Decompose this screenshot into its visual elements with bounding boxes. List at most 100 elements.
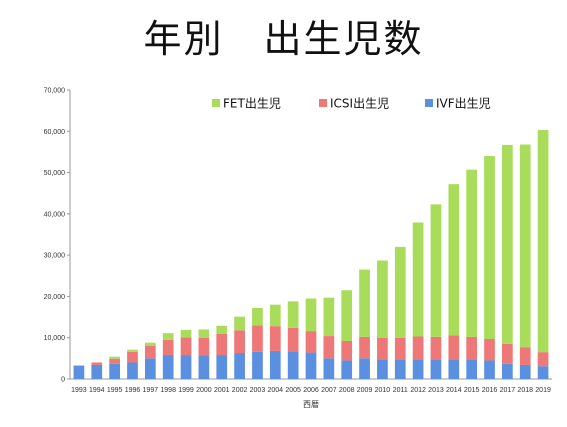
- bar-segment: [287, 301, 299, 328]
- y-tick-label: 30,000: [44, 253, 66, 260]
- x-tick-label: 2016: [482, 387, 498, 394]
- bar-segment: [144, 345, 156, 359]
- x-tick-label: 2012: [410, 387, 426, 394]
- bar-segment: [252, 351, 263, 379]
- bar-segment: [252, 307, 263, 326]
- legend-swatch: [319, 99, 327, 107]
- x-tick-label: 2003: [250, 387, 266, 394]
- bar-segment: [323, 297, 335, 337]
- bar-segment: [359, 336, 370, 359]
- y-tick-label: 60,000: [44, 129, 66, 136]
- bar-segment: [484, 338, 495, 361]
- y-tick-label: 20,000: [44, 294, 66, 301]
- x-tick-label: 2014: [446, 387, 462, 394]
- bar-segment: [412, 336, 424, 360]
- bar-segment: [234, 352, 245, 379]
- bar-segment: [198, 329, 210, 338]
- x-tick-label: 2001: [214, 387, 230, 394]
- bar-segment: [109, 358, 120, 364]
- bar-segment: [394, 360, 406, 379]
- bar-segment: [537, 352, 549, 367]
- x-tick-label: 2004: [268, 387, 284, 394]
- bar-segment: [127, 349, 138, 352]
- bar-segment: [216, 325, 228, 334]
- bar-segment: [466, 169, 478, 337]
- x-tick-label: 1993: [71, 387, 87, 394]
- x-tick-label: 2018: [517, 387, 533, 394]
- legend-label: ICSI出生児: [330, 97, 389, 111]
- bar-segment: [127, 362, 138, 379]
- y-tick-label: 0: [61, 377, 65, 384]
- bar-segment: [269, 350, 281, 379]
- y-tick-label: 40,000: [44, 211, 66, 218]
- y-tick-label: 10,000: [44, 335, 66, 342]
- x-tick-label: 2013: [428, 387, 444, 394]
- bar-segment: [519, 364, 531, 379]
- bar-segment: [341, 360, 353, 379]
- x-tick-label: 2017: [500, 387, 516, 394]
- x-tick-label: 1998: [160, 387, 176, 394]
- bar-segment: [448, 335, 460, 360]
- bar-segment: [537, 130, 549, 353]
- x-axis-label: 西暦: [303, 400, 319, 409]
- bar-segment: [484, 360, 495, 379]
- bar-segment: [305, 331, 317, 353]
- bar-segment: [269, 326, 281, 351]
- bar-segment: [109, 356, 120, 359]
- x-tick-label: 1994: [89, 387, 105, 394]
- bar-segment: [162, 355, 174, 379]
- bar-segment: [73, 365, 85, 379]
- bar-segment: [144, 342, 156, 346]
- bar-segment: [180, 329, 192, 338]
- bar-segment: [466, 336, 478, 360]
- bar-segment: [180, 337, 192, 356]
- x-tick-label: 2000: [196, 387, 212, 394]
- legend-swatch: [212, 99, 220, 107]
- bar-segment: [323, 358, 335, 379]
- x-tick-label: 1997: [143, 387, 159, 394]
- bar-segment: [252, 325, 263, 352]
- bar-segment: [323, 336, 335, 359]
- bar-segment: [537, 366, 549, 379]
- legend-swatch: [425, 99, 433, 107]
- bar-segment: [341, 290, 353, 342]
- slide-title: 年別 出生児数: [143, 17, 424, 61]
- bar-segment: [305, 298, 317, 332]
- bar-segment: [162, 333, 174, 340]
- bar-segment: [377, 359, 388, 379]
- x-tick-label: 2011: [393, 387, 408, 394]
- bar-segment: [466, 359, 478, 379]
- bar-segment: [359, 358, 370, 379]
- x-tick-label: 2002: [232, 387, 248, 394]
- legend-label: FET出生児: [223, 97, 281, 111]
- x-tick-label: 2019: [535, 387, 551, 394]
- bar-segment: [109, 363, 120, 379]
- bar-segment: [162, 339, 174, 356]
- bar-segment: [287, 327, 299, 352]
- bar-segment: [448, 359, 460, 379]
- x-tick-label: 2008: [339, 387, 355, 394]
- bar-segment: [180, 355, 192, 379]
- x-tick-label: 2015: [464, 387, 480, 394]
- bar-segment: [519, 347, 531, 365]
- x-tick-label: 1999: [178, 387, 194, 394]
- legend-label: IVF出生児: [436, 97, 491, 111]
- y-tick-label: 50,000: [44, 170, 66, 177]
- x-tick-label: 2006: [303, 387, 319, 394]
- bar-segment: [430, 204, 442, 337]
- bar-segment: [502, 144, 513, 344]
- bar-segment: [412, 359, 424, 379]
- bar-segment: [394, 246, 406, 338]
- bar-segment: [341, 341, 353, 361]
- bar-segment: [412, 222, 424, 337]
- bar-segment: [519, 144, 531, 348]
- bar-segment: [234, 330, 245, 353]
- bar-segment: [359, 269, 370, 337]
- bar-segment: [91, 364, 103, 379]
- y-tick-labels: 0 10,000 20,000 30,000 40,000 50,000 60,000 70,…: [44, 88, 70, 384]
- y-tick-label: 70,000: [44, 88, 66, 95]
- bar-segment: [91, 362, 103, 365]
- bar-segment: [430, 336, 442, 360]
- bar-segment: [198, 337, 210, 356]
